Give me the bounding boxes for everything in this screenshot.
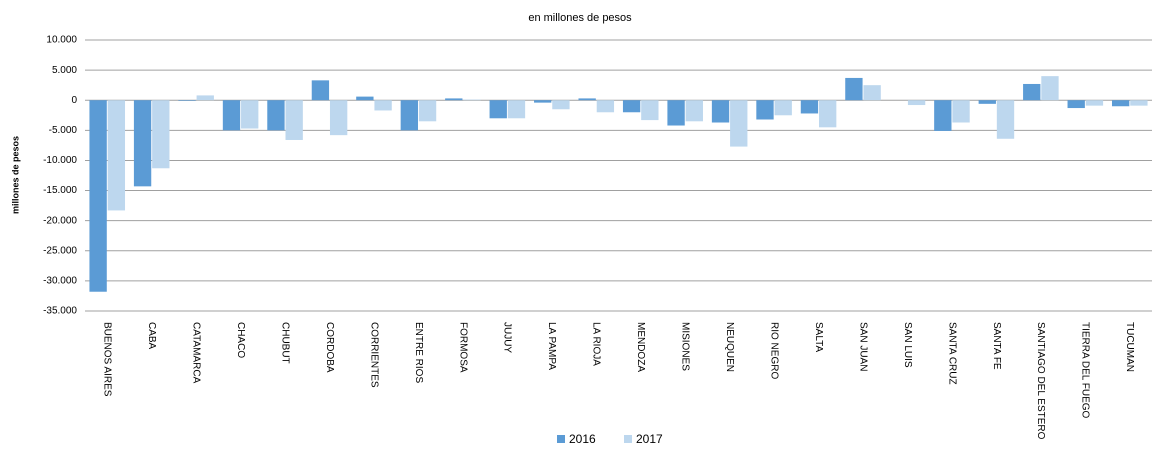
bar xyxy=(756,100,774,120)
bar xyxy=(445,98,463,101)
bar xyxy=(1111,100,1130,107)
y-tick-label: -35.000 xyxy=(43,306,77,317)
bar xyxy=(1023,83,1041,101)
bar xyxy=(178,100,196,101)
x-tick-label: SANTIAGO DEL ESTERO xyxy=(1035,322,1046,440)
bar xyxy=(107,100,126,211)
bar xyxy=(152,100,170,169)
bar xyxy=(996,100,1015,139)
bar xyxy=(267,100,285,131)
x-tick-label: TUCUMAN xyxy=(1124,322,1135,372)
bar xyxy=(934,100,952,131)
x-tick-label: CATAMARCA xyxy=(191,322,202,384)
x-tick-label: RIO NEGRO xyxy=(768,322,779,379)
x-tick-label: CHACO xyxy=(235,322,246,358)
legend-label: 2017 xyxy=(636,432,663,446)
x-tick-label: SANTA CRUZ xyxy=(946,322,957,385)
bar xyxy=(667,100,685,126)
y-axis-label: millones de pesos xyxy=(10,136,20,214)
x-tick-label: SALTA xyxy=(813,322,824,353)
bar xyxy=(1041,76,1059,101)
bar xyxy=(863,85,881,101)
bar xyxy=(578,98,596,101)
x-tick-label: LA RIOJA xyxy=(591,322,602,366)
bar xyxy=(978,100,996,104)
bar xyxy=(685,100,703,122)
bar xyxy=(241,100,259,129)
bar xyxy=(374,100,392,111)
bar xyxy=(222,100,241,131)
x-tick-label: JUJUY xyxy=(502,322,513,353)
legend-swatch xyxy=(624,435,632,443)
bar xyxy=(907,100,926,106)
bar xyxy=(400,100,418,131)
x-tick-label: BUENOS AIRES xyxy=(102,322,113,397)
bar xyxy=(641,100,659,121)
x-tick-label: CORRIENTES xyxy=(368,322,379,388)
y-tick-label: 0 xyxy=(71,95,77,106)
y-tick-label: -30.000 xyxy=(43,276,77,287)
x-tick-label: SAN LUIS xyxy=(902,322,913,368)
y-tick-label: 5.000 xyxy=(52,65,77,76)
bar xyxy=(418,100,437,122)
x-tick-label: LA PAMPA xyxy=(546,322,557,370)
y-tick-label: -5.000 xyxy=(49,125,78,136)
bar xyxy=(489,100,507,119)
bar xyxy=(534,100,552,103)
x-tick-label: MISIONES xyxy=(680,322,691,371)
bar xyxy=(1130,100,1148,106)
x-tick-label: MENDOZA xyxy=(635,322,646,372)
y-tick-label: 10.000 xyxy=(46,35,77,46)
y-tick-label: -10.000 xyxy=(43,155,77,166)
bar xyxy=(596,100,615,113)
bar xyxy=(507,100,526,119)
y-tick-label: -20.000 xyxy=(43,215,77,226)
bar xyxy=(1067,100,1085,109)
chart-title: en millones de pesos xyxy=(528,12,632,24)
x-tick-label: CORDOBA xyxy=(324,322,335,373)
legend-swatch xyxy=(557,435,565,443)
bar xyxy=(356,96,374,101)
bar xyxy=(622,100,641,113)
x-tick-label: SAN JUAN xyxy=(857,322,868,371)
bar xyxy=(800,100,819,114)
y-tick-label: -15.000 xyxy=(43,185,77,196)
bar xyxy=(133,100,152,187)
bar xyxy=(89,100,107,292)
x-tick-label: FORMOSA xyxy=(457,322,468,373)
x-tick-label: SANTA FE xyxy=(991,322,1002,370)
bar xyxy=(819,100,837,128)
bar xyxy=(730,100,748,147)
bar xyxy=(774,100,792,116)
bar xyxy=(196,95,214,101)
bar xyxy=(1085,100,1104,106)
x-tick-label: CHUBUT xyxy=(279,322,290,364)
bar xyxy=(311,80,330,101)
x-tick-label: TIERRA DEL FUEGO xyxy=(1080,322,1091,419)
y-tick-label: -25.000 xyxy=(43,245,77,256)
bar xyxy=(711,100,730,123)
x-tick-label: ENTRE RIOS xyxy=(413,322,424,383)
bar xyxy=(952,100,970,123)
bar xyxy=(285,100,303,140)
bar xyxy=(463,99,481,101)
x-tick-label: NEUQUEN xyxy=(724,322,735,372)
bar xyxy=(552,100,570,110)
bar xyxy=(845,77,863,101)
bar xyxy=(329,100,348,136)
x-tick-label: CABA xyxy=(146,322,157,350)
legend-label: 2016 xyxy=(569,432,596,446)
